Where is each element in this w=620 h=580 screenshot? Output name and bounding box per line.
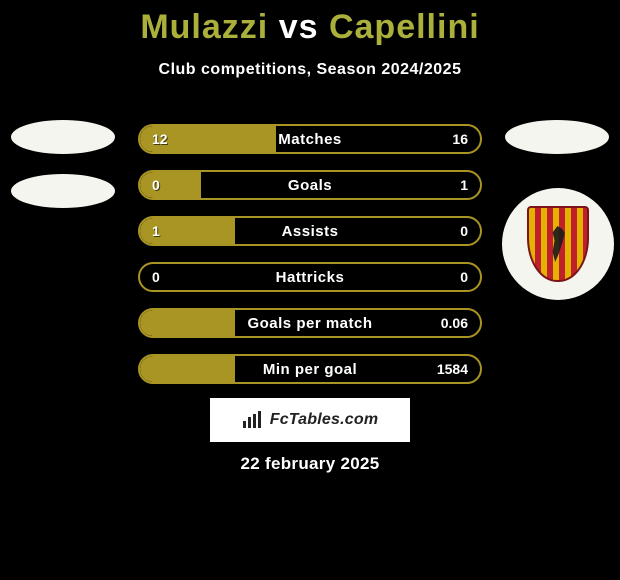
left-team-badges [8,120,118,228]
stat-value-left: 0 [152,172,160,198]
stat-value-right: 16 [452,126,468,152]
team-badge-benevento [502,188,614,300]
stat-value-left: 12 [152,126,168,152]
stat-value-left: 1 [152,218,160,244]
stat-value-right: 1584 [437,356,468,382]
stat-value-right: 0 [460,218,468,244]
stat-bar: Matches12 16 [138,124,482,154]
stat-bar: Goals per match0.06 [138,308,482,338]
stat-bar: Hattricks0 0 [138,262,482,292]
chart-icon [242,411,264,429]
shield-icon [527,206,589,282]
subtitle: Club competitions, Season 2024/2025 [0,61,620,79]
stat-value-left: 0 [152,264,160,290]
vs-label: vs [279,8,319,46]
stats-bars: Matches1216Goals01Assists10Hattricks00Go… [138,124,482,400]
team-badge-placeholder [505,120,609,154]
team-badge-placeholder [11,174,115,208]
team-badge-placeholder [11,120,115,154]
right-team-badges [502,120,612,300]
page-title: Mulazzi vs Capellini [0,0,620,47]
stat-value-right: 1 [460,172,468,198]
stat-bar: Min per goal1584 [138,354,482,384]
stat-bar: Goals0 1 [138,170,482,200]
player1-name: Mulazzi [140,8,268,46]
brand-badge[interactable]: FcTables.com [210,398,410,442]
player2-name: Capellini [329,8,480,46]
stat-value-right: 0.06 [441,310,468,336]
stat-label: Goals per match [140,310,480,336]
stat-label: Assists [140,218,480,244]
stat-value-right: 0 [460,264,468,290]
stat-label: Min per goal [140,356,480,382]
stat-label: Matches [140,126,480,152]
brand-text: FcTables.com [270,411,379,429]
stat-label: Hattricks [140,264,480,290]
date-label: 22 february 2025 [0,454,620,474]
stat-bar: Assists1 0 [138,216,482,246]
stat-label: Goals [140,172,480,198]
